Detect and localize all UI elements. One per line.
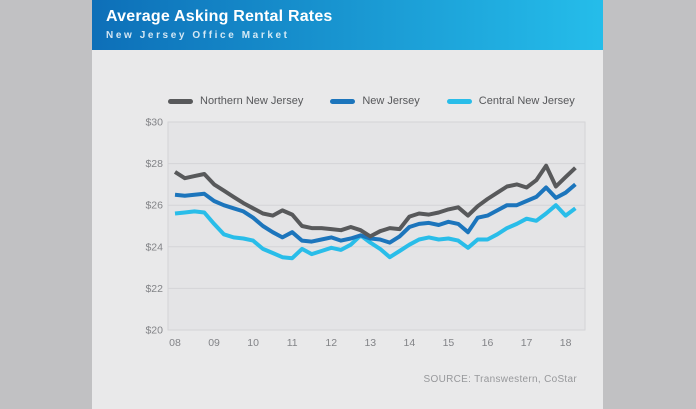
series-line-central-new-jersey — [174, 203, 577, 261]
y-axis-tick-label: $28 — [145, 158, 163, 170]
y-axis-tick-label: $26 — [145, 200, 163, 212]
x-axis-tick-label: 16 — [482, 337, 494, 349]
x-axis-tick-label: 08 — [169, 337, 181, 349]
source-credit: SOURCE: Transwestern, CoStar — [423, 374, 577, 385]
x-axis-tick-label: 13 — [364, 337, 376, 349]
legend-swatch-icon — [330, 98, 356, 104]
x-axis-tick-label: 11 — [287, 337, 298, 349]
chart-card: Average Asking Rental Rates New Jersey O… — [92, 0, 603, 409]
chart-legend: Northern New Jersey New Jersey Central N… — [168, 94, 575, 108]
page-subtitle: New Jersey Office Market — [106, 30, 290, 41]
series-line-new-jersey — [174, 182, 577, 245]
legend-item-new-jersey: New Jersey — [330, 95, 420, 107]
series-line-northern-new-jersey — [173, 163, 577, 239]
plot-area — [167, 121, 586, 331]
x-axis-tick-label: 14 — [404, 337, 416, 349]
x-axis-tick-label: 12 — [325, 337, 337, 349]
legend-swatch-icon — [168, 98, 193, 104]
chart-header: Average Asking Rental Rates New Jersey O… — [92, 0, 603, 50]
x-axis-tick-label: 17 — [521, 337, 533, 349]
chart-svg: $30 $28 $26 $24 $22 $20 08 09 10 11 12 13 14 15 16 17 18 — [145, 117, 586, 349]
legend-label: Central New Jersey — [478, 95, 575, 107]
x-axis-tick-label: 15 — [443, 337, 455, 349]
y-axis-tick-label: $24 — [145, 241, 163, 253]
y-axis-tick-label: $22 — [145, 283, 163, 295]
y-axis-tick-label: $20 — [145, 325, 163, 337]
legend-swatch-icon — [446, 98, 472, 104]
x-axis-tick-label: 10 — [247, 337, 259, 349]
page-title: Average Asking Rental Rates — [106, 8, 333, 25]
legend-label: New Jersey — [362, 95, 420, 107]
legend-label: Northern New Jersey — [200, 95, 304, 107]
x-axis-tick-label: 09 — [208, 337, 220, 349]
x-axis-tick-label: 18 — [560, 337, 572, 349]
legend-item-northern-new-jersey: Northern New Jersey — [168, 95, 303, 107]
legend-item-central-new-jersey: Central New Jersey — [446, 95, 575, 107]
y-axis-tick-label: $30 — [145, 117, 163, 129]
